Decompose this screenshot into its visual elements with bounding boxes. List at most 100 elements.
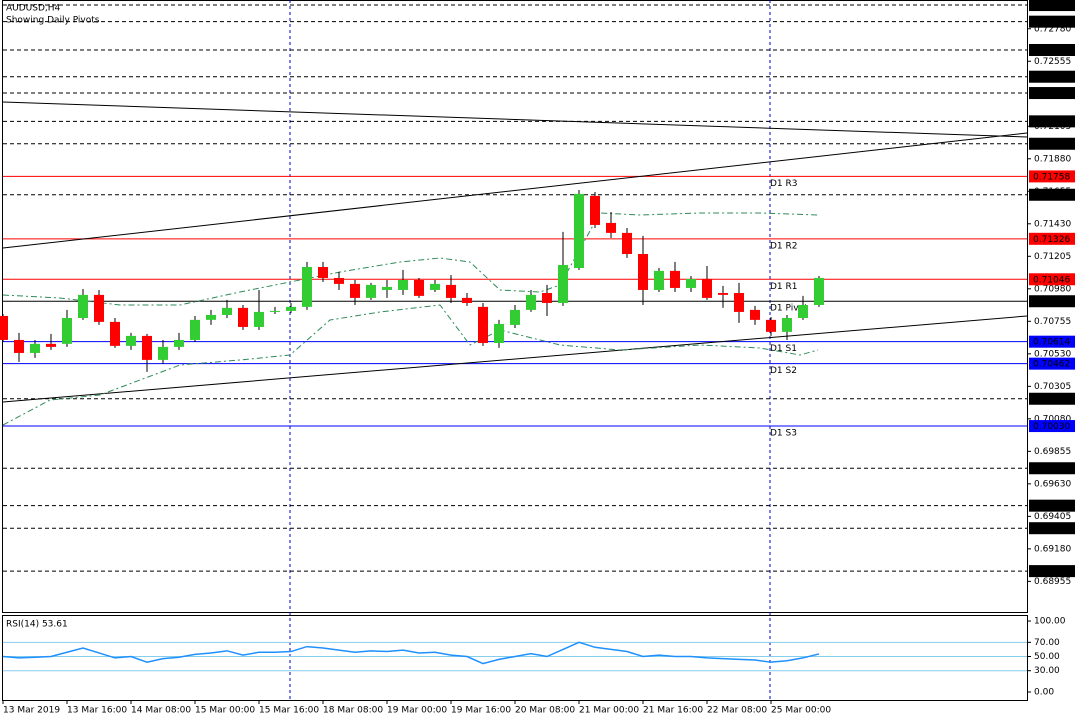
- level-label-box: [1029, 232, 1075, 245]
- level-label: 0.69323: [1033, 524, 1070, 534]
- candle-body: [526, 294, 536, 310]
- level-label-box: [1029, 357, 1075, 370]
- candle-body: [254, 311, 264, 327]
- level-label-box: [1029, 137, 1075, 150]
- y-tick-label: 0.71205: [1034, 252, 1071, 262]
- envelope-upper: [2, 212, 819, 306]
- level-label: 0.70030: [1033, 422, 1070, 432]
- level-label: 0.71326: [1033, 235, 1070, 245]
- candle-body: [0, 315, 8, 340]
- y-tick-label: 0.00: [1034, 687, 1054, 697]
- rsi-title: RSI(14) 53.61: [6, 620, 68, 630]
- candle-body: [462, 297, 472, 303]
- y-tick-label: 0.69180: [1034, 544, 1071, 554]
- candle-body: [318, 266, 328, 278]
- candle-body: [206, 314, 216, 320]
- level-label-box: [1029, 15, 1075, 28]
- candle-body: [782, 317, 792, 332]
- level-label: 0.72448: [1033, 73, 1070, 83]
- candle-body: [398, 279, 408, 290]
- candle-body: [142, 335, 152, 360]
- level-label-box: [1029, 420, 1075, 433]
- level-label: 0.72335: [1033, 89, 1070, 99]
- y-tick-label: 0.70755: [1034, 317, 1071, 327]
- candle-body: [110, 321, 120, 346]
- candle-body: [302, 266, 312, 307]
- y-tick-label: 100.00: [1034, 617, 1066, 627]
- trend-line: [2, 101, 1028, 138]
- candle-body: [430, 283, 440, 290]
- candle-body: [606, 222, 616, 233]
- x-tick-label: 15 Mar 00:00: [195, 706, 255, 716]
- y-tick-label: 0.71880: [1034, 154, 1071, 164]
- level-label: 0.71046: [1033, 275, 1070, 285]
- candle-body: [798, 304, 808, 318]
- candle-body: [558, 264, 568, 303]
- trend-line: [2, 132, 1028, 249]
- x-tick-label: 19 Mar 16:00: [451, 706, 511, 716]
- level-label: 0.70614: [1033, 338, 1070, 348]
- candle-body: [654, 270, 664, 290]
- level-label: 0.69738: [1033, 464, 1070, 474]
- candle-body: [814, 277, 824, 305]
- y-tick-label: 30.00: [1034, 666, 1060, 676]
- chart-title: AUDUSD,H4: [6, 4, 61, 14]
- candle-body: [126, 335, 136, 346]
- y-tick-label: 50.00: [1034, 652, 1060, 662]
- candle-body: [382, 286, 392, 290]
- level-label: 0.71631: [1033, 191, 1070, 201]
- x-tick-label: 15 Mar 16:00: [259, 706, 319, 716]
- level-label: 0.72139: [1033, 117, 1070, 127]
- level-name: D1 R1: [770, 282, 798, 292]
- y-tick-label: 0.70305: [1034, 382, 1071, 392]
- y-tick-label: 0.71430: [1034, 219, 1071, 229]
- x-tick-label: 20 Mar 08:00: [515, 706, 575, 716]
- candle-body: [238, 307, 248, 327]
- y-tick-label: 0.69630: [1034, 479, 1071, 489]
- level-label: 0.71758: [1033, 172, 1070, 182]
- candle-body: [750, 309, 760, 320]
- candle-body: [574, 193, 584, 269]
- candle-body: [14, 339, 24, 353]
- level-label: 0.69479: [1033, 502, 1070, 512]
- level-label-box: [1029, 295, 1075, 308]
- x-tick-label: 22 Mar 08:00: [707, 706, 767, 716]
- candle-body: [286, 306, 296, 311]
- candle-body: [94, 294, 104, 322]
- level-label-box: [1029, 70, 1075, 83]
- level-label: 0.72829: [1033, 18, 1070, 28]
- x-tick-label: 14 Mar 08:00: [131, 706, 191, 716]
- level-label-box: [1029, 87, 1075, 100]
- candle-body: [446, 284, 456, 298]
- level-label-box: [1029, 462, 1075, 475]
- candle-body: [366, 284, 376, 298]
- level-label: 0.71984: [1033, 140, 1070, 150]
- x-tick-label: 13 Mar 2019: [3, 706, 60, 716]
- candle-body: [622, 232, 632, 254]
- candle-body: [270, 310, 280, 312]
- level-label-box: [1029, 499, 1075, 512]
- price-axis: 0.727800.725550.721050.718800.716550.714…: [1027, 0, 1075, 587]
- y-tick-label: 0.72555: [1034, 57, 1071, 67]
- level-label-box: [1029, 522, 1075, 535]
- candle-body: [46, 343, 56, 347]
- candle-body: [174, 339, 184, 347]
- envelope-lower: [2, 304, 819, 426]
- y-tick-label: 0.68955: [1034, 577, 1071, 587]
- candle-body: [718, 292, 728, 295]
- candle-body: [734, 292, 744, 312]
- candle-body: [510, 309, 520, 325]
- level-label: 0.72944: [1033, 1, 1070, 11]
- level-label: 0.70894: [1033, 297, 1070, 307]
- y-tick-label: 0.70530: [1034, 349, 1071, 359]
- trend-line: [2, 315, 1028, 403]
- level-label-box: [1029, 115, 1075, 128]
- candles: [0, 189, 824, 372]
- candle-body: [78, 294, 88, 318]
- level-name: D1 S1: [770, 344, 797, 354]
- level-label: 0.70219: [1033, 395, 1070, 405]
- level-name: D1 Pivot: [770, 304, 808, 314]
- rsi-line: [2, 641, 820, 665]
